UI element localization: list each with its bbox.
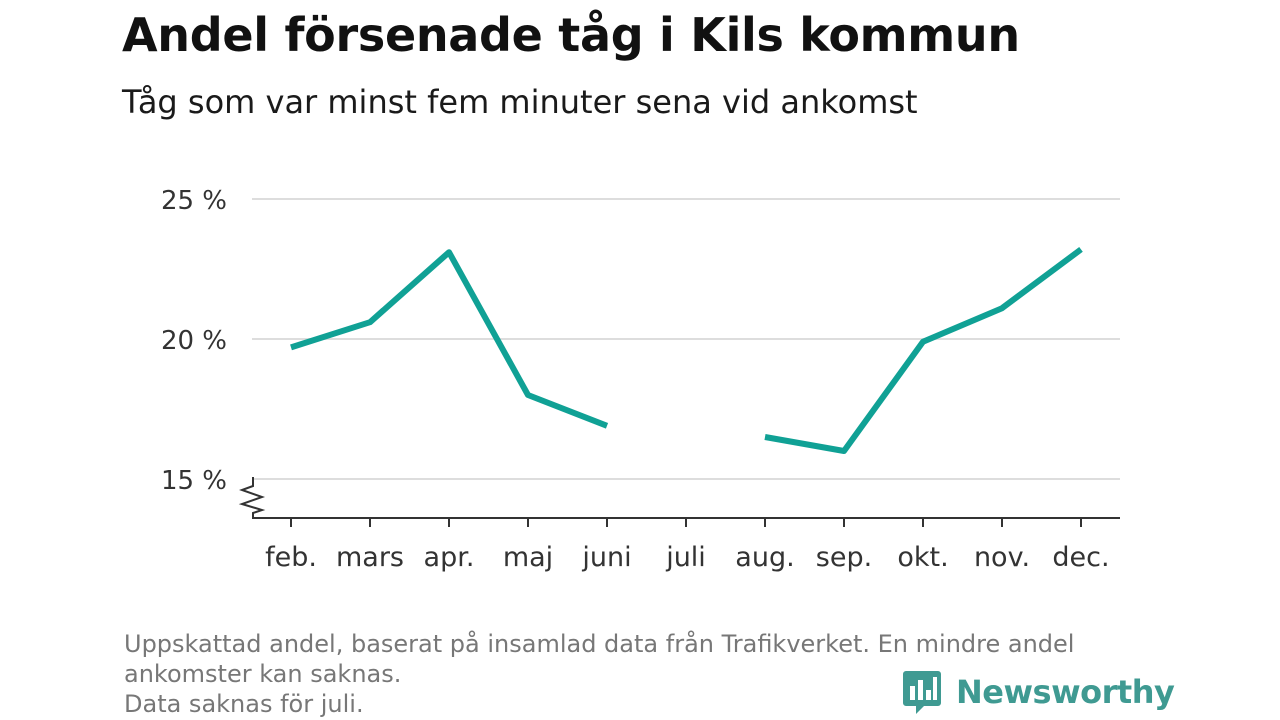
footnote: Uppskattad andel, baserat på insamlad da…	[124, 629, 1164, 719]
x-tick-label: nov.	[974, 542, 1030, 573]
newsworthy-logo: Newsworthy	[902, 670, 1175, 714]
footnote-line-1: Uppskattad andel, baserat på insamlad da…	[124, 630, 1075, 658]
x-tick-label: aug.	[735, 542, 794, 573]
x-tick-label: juli	[665, 542, 706, 573]
x-tick-label: okt.	[897, 542, 948, 573]
footnote-line-3: Data saknas för juli.	[124, 690, 364, 718]
x-tick-label: apr.	[424, 542, 475, 573]
x-tick-label: sep.	[816, 542, 872, 573]
x-tick-label: dec.	[1052, 542, 1109, 573]
x-tick-label: mars	[336, 542, 404, 573]
chart-subtitle: Tåg som var minst fem minuter sena vid a…	[122, 83, 918, 121]
series-line	[290, 249, 609, 429]
brand-name: Newsworthy	[956, 673, 1175, 711]
series-line	[764, 246, 1083, 454]
x-tick-label: feb.	[265, 542, 317, 573]
chart-title: Andel försenade tåg i Kils kommun	[122, 8, 1020, 62]
bar-chart-bubble-icon	[903, 671, 941, 714]
y-tick-label: 25 %	[161, 186, 227, 216]
line-chart: 15 % 20 % 25 % feb. mars apr. maj juni juli aug. s…	[161, 186, 1120, 573]
axis-break-icon	[238, 477, 266, 518]
x-tick-label: juni	[581, 542, 631, 573]
y-tick-label: 15 %	[161, 466, 227, 496]
x-tick-label: maj	[503, 542, 553, 573]
y-tick-label: 20 %	[161, 326, 227, 356]
footnote-line-2: ankomster kan saknas.	[124, 660, 402, 688]
